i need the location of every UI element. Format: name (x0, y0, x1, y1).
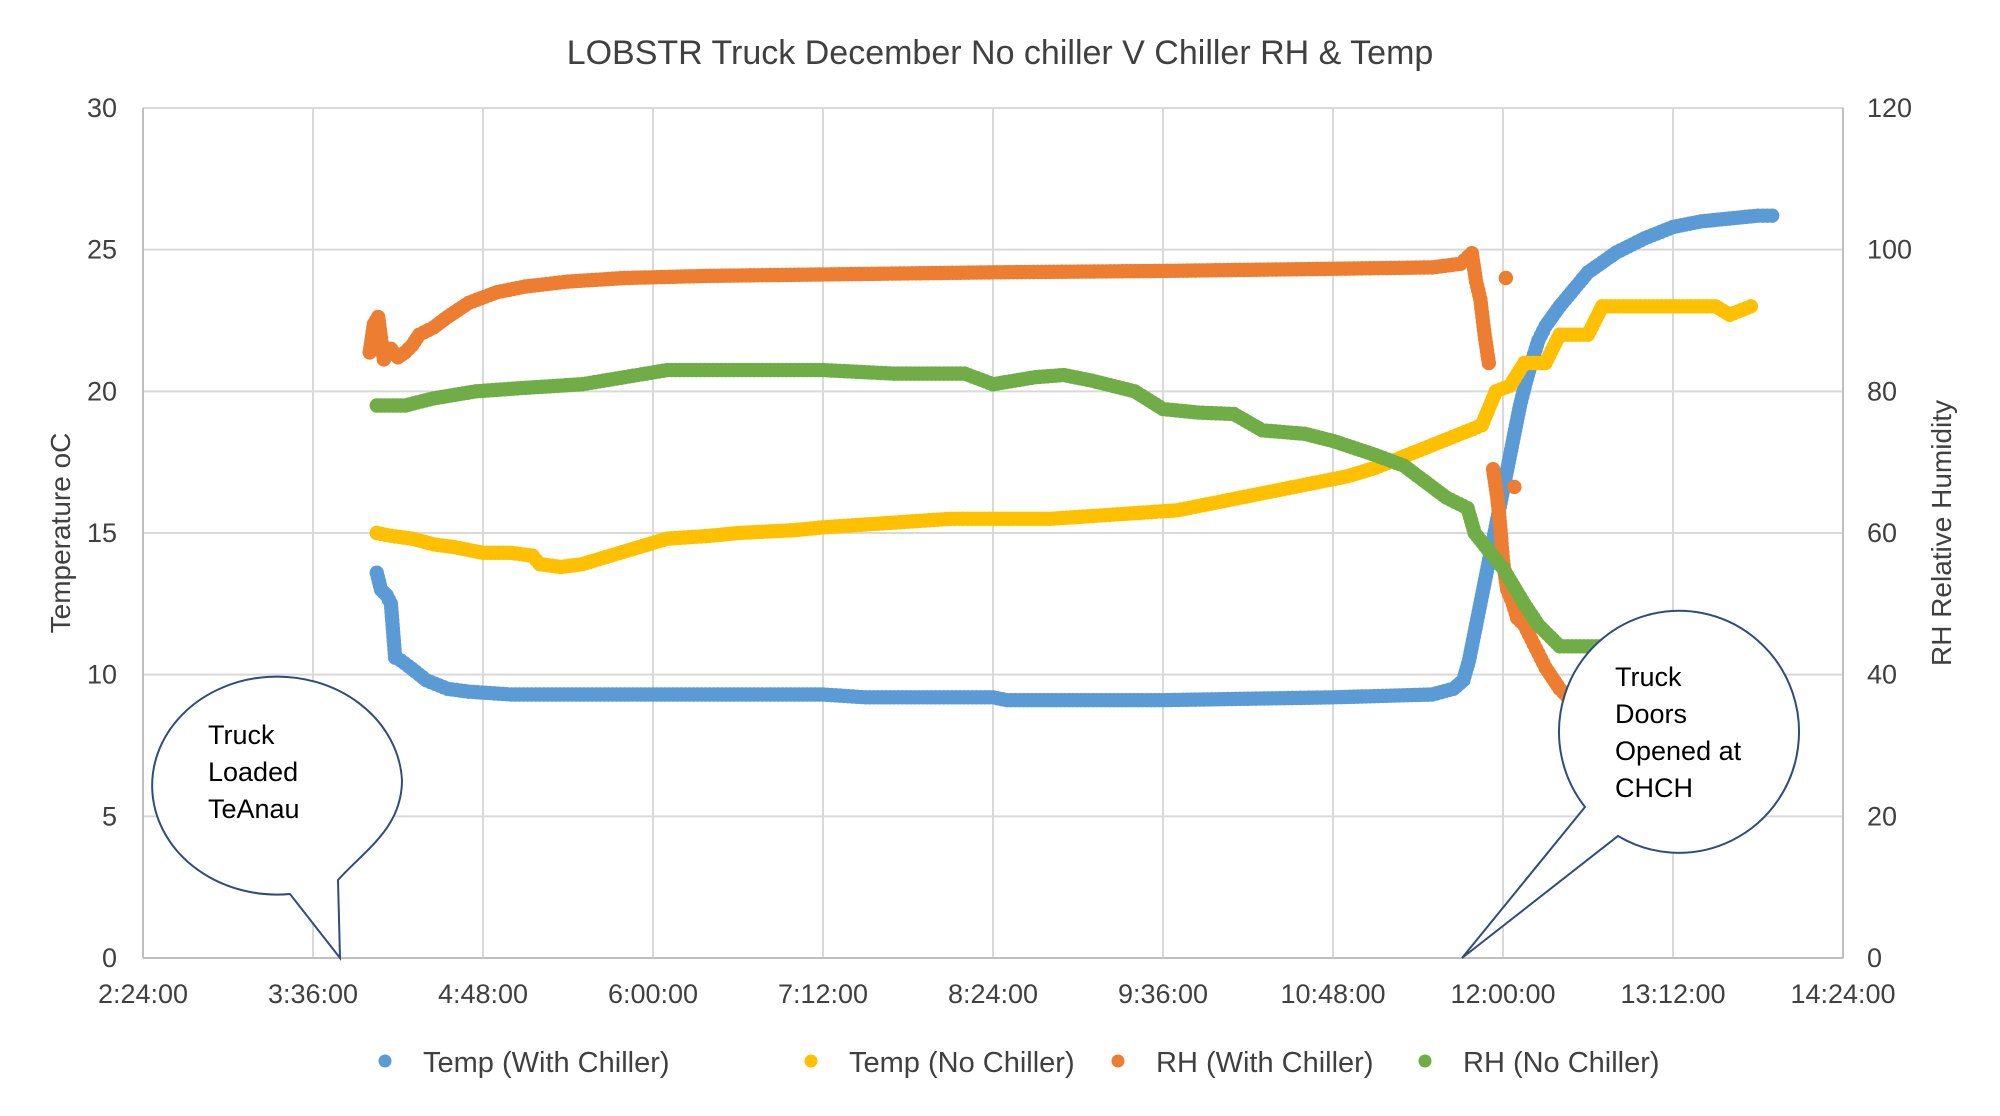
data-point (1739, 301, 1753, 315)
callout-left-line: TeAnau (208, 794, 300, 824)
data-point (982, 690, 996, 704)
x-tick-label: 13:12:00 (1620, 979, 1725, 1009)
callout-right-line: Truck (1615, 662, 1682, 692)
data-point (388, 646, 402, 660)
data-point (376, 348, 390, 362)
y-right-tick-label: 40 (1867, 660, 1897, 690)
y-right-tick-label: 60 (1867, 518, 1897, 548)
y-left-tick-label: 15 (87, 518, 117, 548)
chart-stage: 0 5 10 15 20 25 30 0 20 40 60 80 100 120 2:24:00 3:36:0… (0, 0, 2000, 1116)
x-tick-label: 6:00:00 (608, 979, 698, 1009)
data-point (1442, 683, 1456, 697)
x-tick-label: 8:24:00 (948, 979, 1038, 1009)
legend-label: Temp (No Chiller) (849, 1047, 1075, 1079)
data-point (1449, 257, 1463, 271)
data-point (1747, 209, 1761, 223)
data-point (1468, 270, 1482, 284)
legend-label: Temp (With Chiller) (423, 1047, 670, 1079)
callout-left-line: Truck (208, 720, 275, 750)
data-point (1481, 352, 1495, 366)
y-left-tick-label: 25 (87, 235, 117, 265)
callout-right-line: Opened at (1615, 736, 1742, 766)
legend-marker (1112, 1055, 1125, 1068)
y-right-tick-label: 20 (1867, 801, 1897, 831)
y-right-tick-label: 80 (1867, 376, 1897, 406)
legend-marker (379, 1055, 392, 1068)
x-tick-label: 14:24:00 (1790, 979, 1895, 1009)
y-axis-left-label: Temperature oC (45, 433, 76, 634)
callout-right-line: Doors (1615, 699, 1687, 729)
x-tick-label: 7:12:00 (778, 979, 868, 1009)
chart-background (0, 0, 2000, 1116)
x-tick-label: 9:36:00 (1118, 979, 1208, 1009)
y-right-tick-label: 100 (1867, 235, 1912, 265)
y-right-tick-label: 0 (1867, 943, 1882, 973)
legend-item: Temp (With Chiller) (379, 1047, 670, 1079)
y-left-tick-label: 20 (87, 376, 117, 406)
data-point (1530, 338, 1544, 352)
chart-title: LOBSTR Truck December No chiller V Chill… (567, 34, 1434, 72)
legend-marker (1419, 1055, 1432, 1068)
x-tick-label: 3:36:00 (268, 979, 358, 1009)
y-left-tick-label: 5 (102, 801, 117, 831)
data-point (521, 548, 535, 562)
legend-label: RH (No Chiller) (1463, 1047, 1660, 1079)
callout-left-line: Loaded (208, 757, 298, 787)
y-left-tick-label: 30 (87, 93, 117, 123)
y-left-tick-label: 10 (87, 660, 117, 690)
x-tick-label: 4:48:00 (438, 979, 528, 1009)
x-tick-label: 2:24:00 (98, 979, 188, 1009)
y-right-tick-label: 120 (1867, 93, 1912, 123)
legend: Temp (With Chiller) Temp (No Chiller) RH (… (379, 1047, 1660, 1079)
data-point (1499, 271, 1513, 285)
data-point (1487, 388, 1501, 402)
data-point (1704, 299, 1718, 313)
legend-marker (805, 1055, 818, 1068)
chart: 0 5 10 15 20 25 30 0 20 40 60 80 100 120 2:24:00 3:36:0… (0, 0, 2000, 1116)
callout-right-line: CHCH (1615, 773, 1693, 803)
x-tick-label: 10:48:00 (1280, 979, 1385, 1009)
data-point (1507, 480, 1521, 494)
legend-label: RH (With Chiller) (1156, 1047, 1374, 1079)
data-point (1765, 208, 1779, 222)
y-axis-right-label: RH Relative Humidity (1926, 400, 1957, 666)
y-left-tick-label: 0 (102, 943, 117, 973)
x-tick-label: 12:00:00 (1450, 979, 1555, 1009)
